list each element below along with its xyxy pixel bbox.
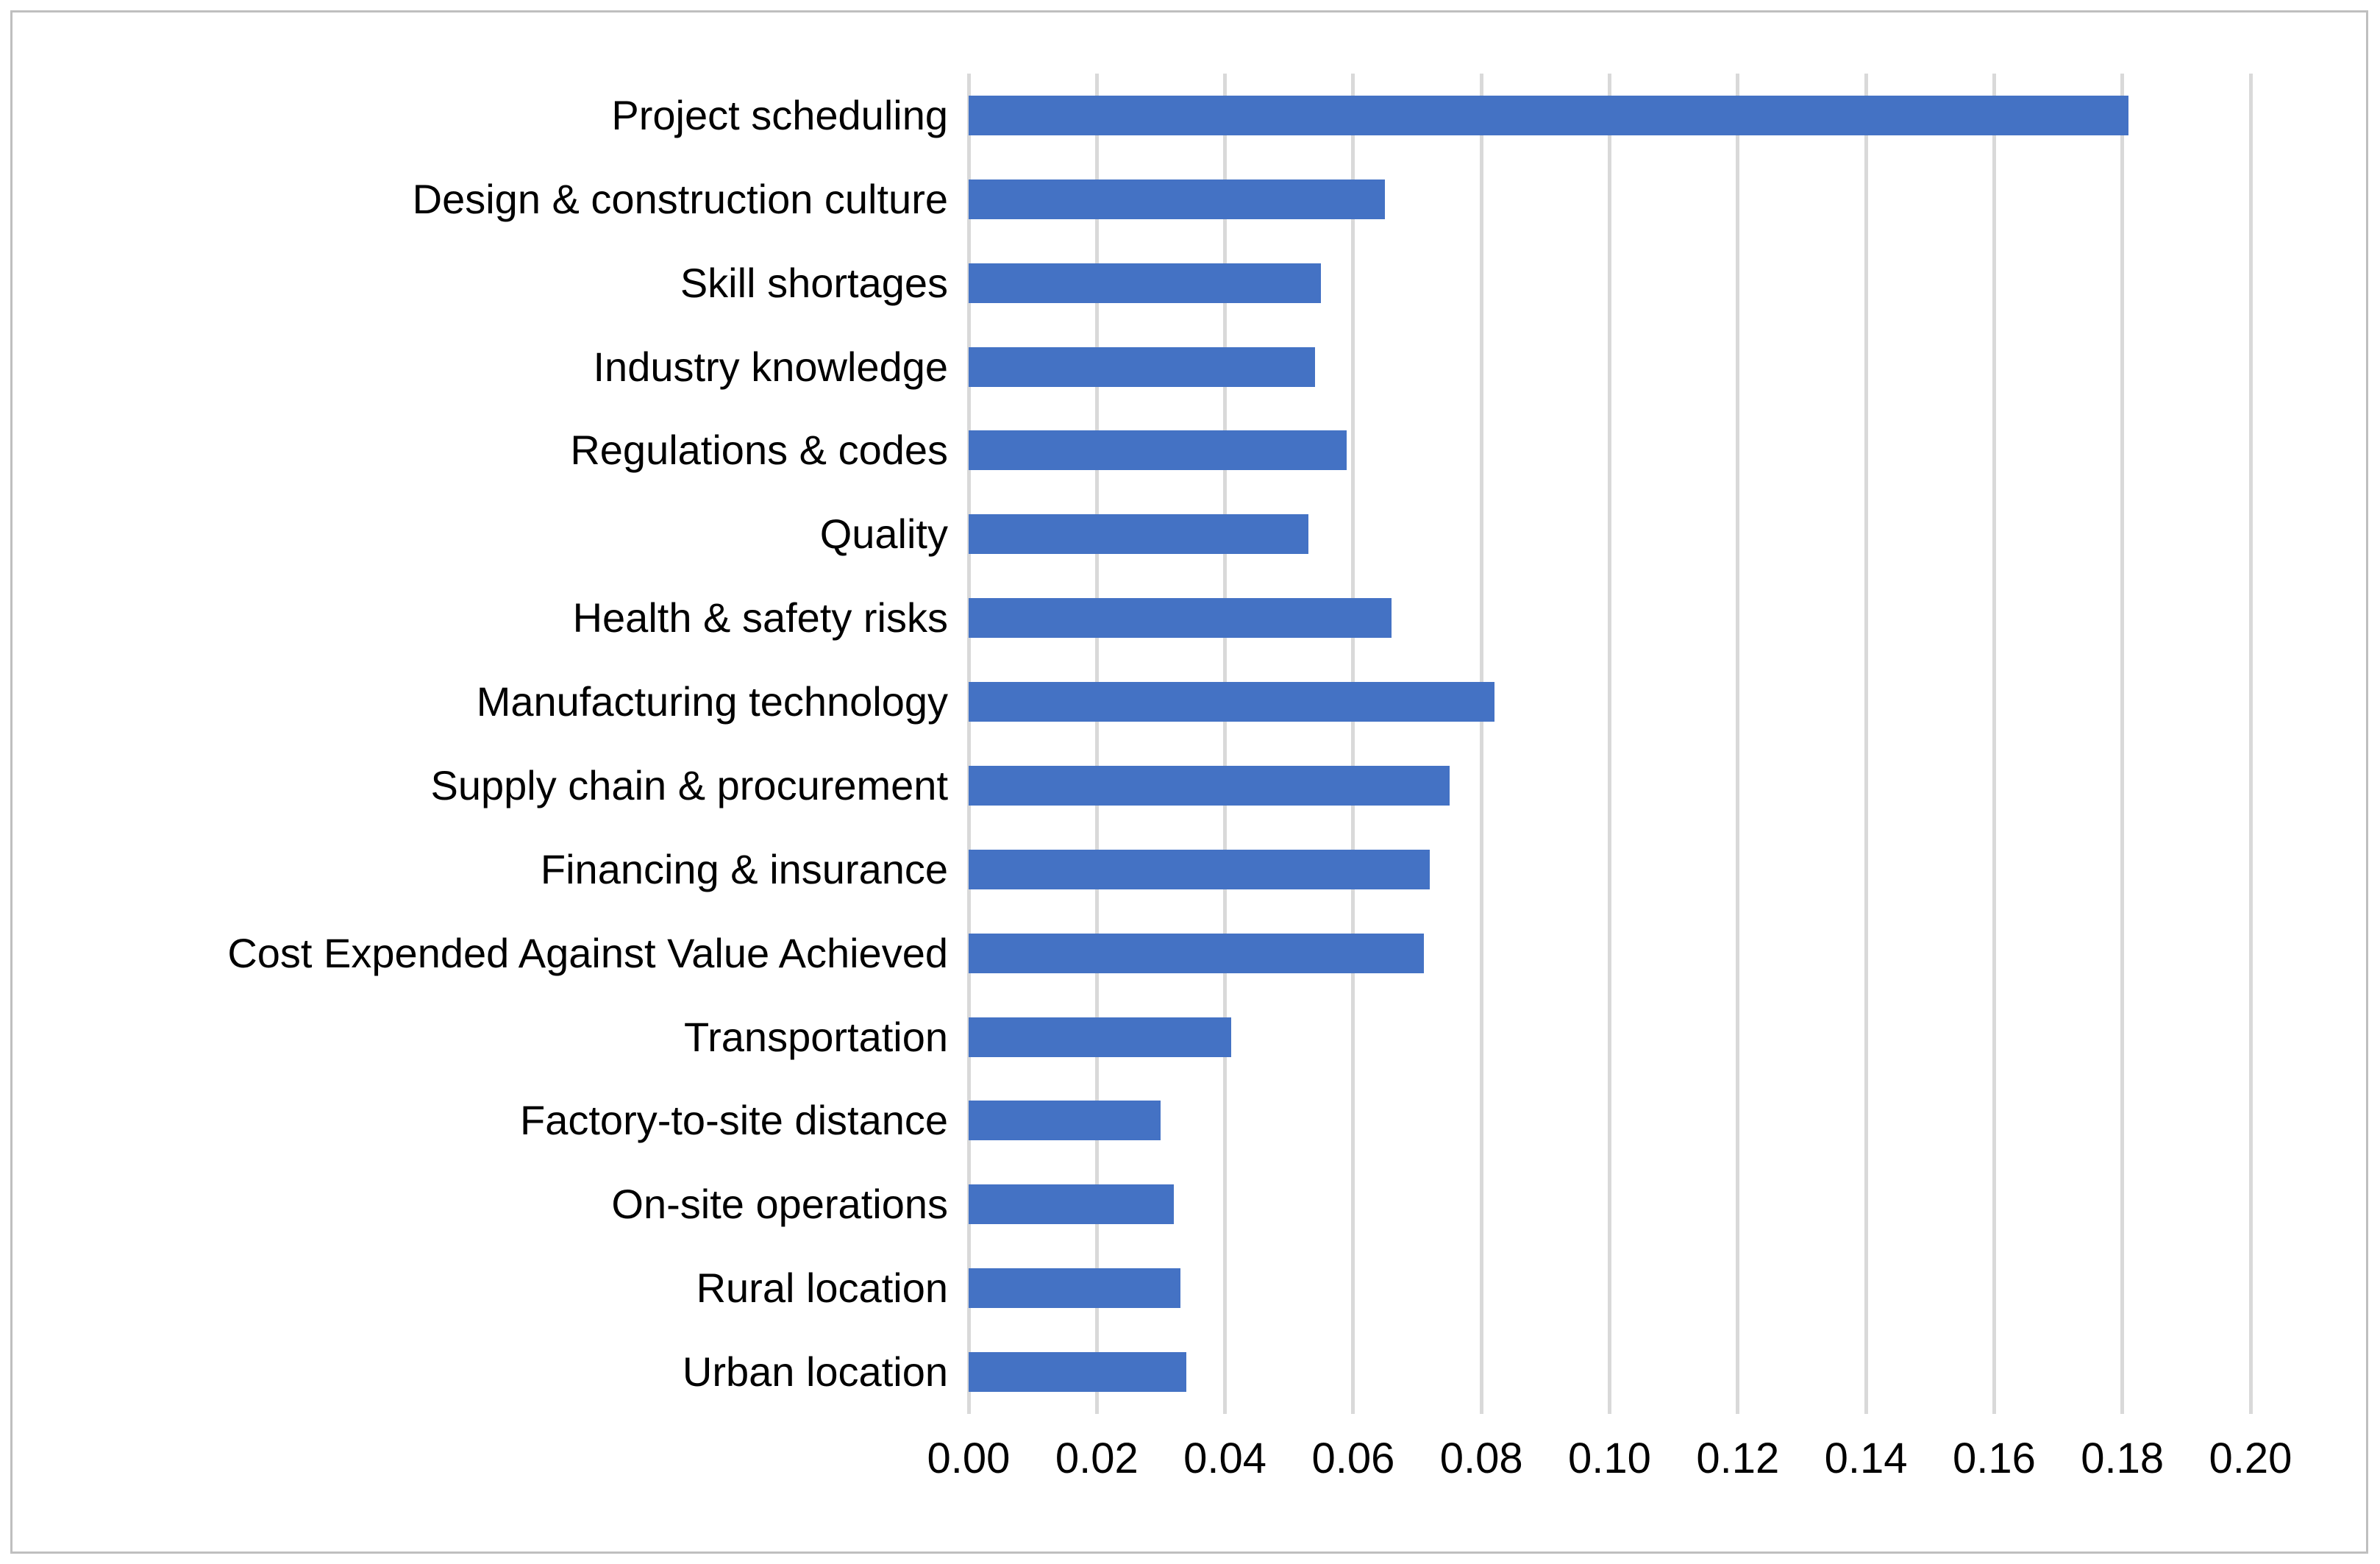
gridline-0.12 xyxy=(1736,74,1740,1414)
gridline-0.10 xyxy=(1608,74,1611,1414)
bar xyxy=(969,1101,1161,1141)
bar xyxy=(969,514,1308,555)
x-tick-label: 0.04 xyxy=(1183,1435,1267,1482)
gridline-0.00 xyxy=(966,74,971,1414)
gridline-0.14 xyxy=(1864,74,1868,1414)
x-tick-label: 0.18 xyxy=(2081,1435,2165,1482)
category-label-text: Rural location xyxy=(696,1265,948,1312)
category-label-text: Urban location xyxy=(682,1348,948,1396)
x-tick-label: 0.00 xyxy=(927,1435,1011,1482)
category-label: Project scheduling xyxy=(22,74,948,157)
x-axis-tick-labels: 0.00 0.02 0.04 0.06 0.08 0.10 0.12 0.14 0.16 0.18… xyxy=(0,1437,2380,1489)
bar xyxy=(969,598,1392,639)
gridline-0.16 xyxy=(1992,74,1996,1414)
category-label: Rural location xyxy=(22,1246,948,1330)
category-label-text: Manufacturing technology xyxy=(476,678,948,725)
x-tick-label: 0.06 xyxy=(1311,1435,1395,1482)
category-label: Design & construction culture xyxy=(22,157,948,241)
category-label: Regulations & codes xyxy=(22,409,948,493)
category-label: Manufacturing technology xyxy=(22,660,948,744)
gridline-0.18 xyxy=(2120,74,2125,1414)
plot-area xyxy=(966,74,2253,1414)
bar xyxy=(969,1184,1174,1225)
bar xyxy=(969,682,1494,722)
category-label-text: Financing & insurance xyxy=(540,845,948,892)
category-label-text: Skill shortages xyxy=(680,259,948,306)
bar xyxy=(969,765,1450,806)
x-tick-label: 0.02 xyxy=(1055,1435,1139,1482)
category-label: Cost Expended Against Value Achieved xyxy=(22,911,948,995)
category-label: Quality xyxy=(22,492,948,576)
category-label: Industry knowledge xyxy=(22,325,948,409)
category-label-text: Quality xyxy=(819,511,948,558)
gridline-0.04 xyxy=(1223,74,1228,1414)
x-tick-label: 0.20 xyxy=(2209,1435,2292,1482)
bar xyxy=(969,179,1386,219)
x-tick-label: 0.10 xyxy=(1568,1435,1651,1482)
bar xyxy=(969,849,1431,889)
x-tick-label: 0.12 xyxy=(1696,1435,1780,1482)
category-label: On-site operations xyxy=(22,1162,948,1246)
category-label-text: Factory-to-site distance xyxy=(520,1097,948,1144)
category-label-text: On-site operations xyxy=(611,1181,948,1228)
bar xyxy=(969,346,1315,387)
category-label: Health & safety risks xyxy=(22,576,948,660)
category-label-text: Design & construction culture xyxy=(412,175,948,222)
bar xyxy=(969,95,2129,135)
category-label: Factory-to-site distance xyxy=(22,1079,948,1163)
x-tick-label: 0.14 xyxy=(1824,1435,1908,1482)
category-label-text: Regulations & codes xyxy=(570,427,948,474)
bar xyxy=(969,430,1347,471)
category-label-text: Cost Expended Against Value Achieved xyxy=(227,929,948,976)
gridline-0.08 xyxy=(1479,74,1483,1414)
category-axis-labels: Project scheduling Design & construction … xyxy=(22,74,948,1414)
category-label: Urban location xyxy=(22,1330,948,1414)
category-label: Supply chain & procurement xyxy=(22,744,949,828)
bar xyxy=(969,1268,1180,1309)
bar xyxy=(969,263,1322,303)
category-label-text: Health & safety risks xyxy=(572,594,948,641)
category-label-text: Transportation xyxy=(684,1013,948,1060)
category-label: Skill shortages xyxy=(22,241,948,325)
gridline-0.06 xyxy=(1351,74,1355,1414)
bar xyxy=(969,933,1424,973)
gridline-0.20 xyxy=(2248,74,2253,1414)
category-label: Financing & insurance xyxy=(22,828,948,911)
category-label-text: Supply chain & procurement xyxy=(430,761,949,808)
bar xyxy=(969,1017,1232,1057)
gridline-0.02 xyxy=(1094,74,1099,1414)
category-label-text: Project scheduling xyxy=(611,91,948,138)
category-label: Transportation xyxy=(22,995,948,1079)
category-label-text: Industry knowledge xyxy=(593,343,948,390)
x-tick-label: 0.08 xyxy=(1439,1435,1523,1482)
bar xyxy=(969,1352,1187,1393)
x-tick-label: 0.16 xyxy=(1952,1435,2036,1482)
